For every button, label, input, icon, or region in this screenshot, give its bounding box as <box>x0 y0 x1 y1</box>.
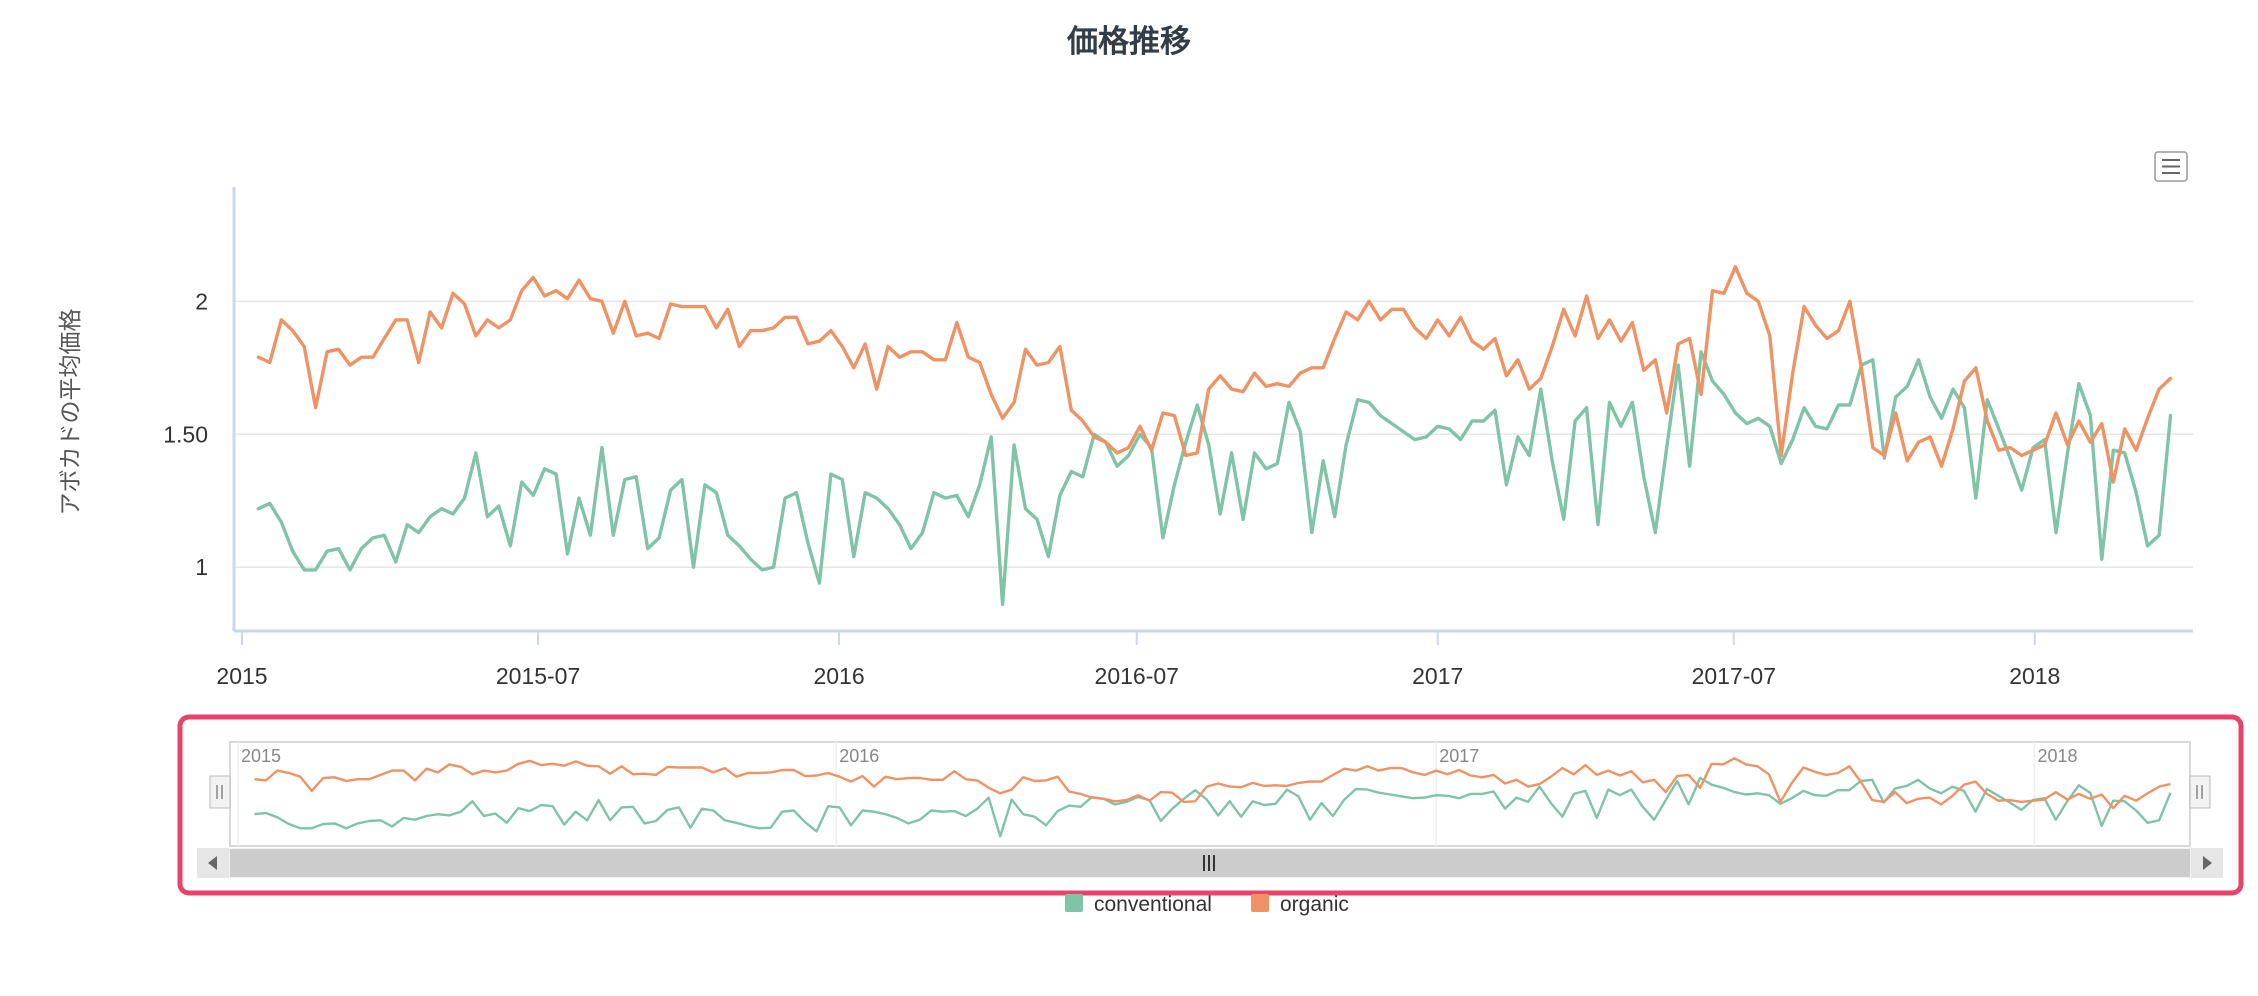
legend-item-conventional[interactable]: conventional <box>1065 893 1212 916</box>
navigator-tick-label: 2017 <box>1439 746 1479 766</box>
y-tick-label: 2 <box>195 288 208 314</box>
legend-swatch-conventional <box>1065 894 1083 912</box>
chart-title: 価格推移 <box>1066 24 1191 60</box>
chevron-right-icon <box>2203 856 2212 870</box>
chevron-left-icon <box>208 856 217 870</box>
legend-label-organic: organic <box>1280 893 1349 916</box>
legend-item-organic[interactable]: organic <box>1251 893 1349 916</box>
x-tick-label: 2016-07 <box>1095 663 1179 689</box>
navigator-ticks: 2015 2016 2017 2018 <box>237 742 2078 846</box>
gridlines <box>234 300 2193 568</box>
legend-label-conventional: conventional <box>1094 893 1212 916</box>
series-line-organic[interactable] <box>256 265 2173 484</box>
x-tick-label: 2017 <box>1412 663 1463 689</box>
scroll-left-button[interactable] <box>197 848 229 878</box>
scroll-right-button[interactable] <box>2191 848 2223 878</box>
navigator-line-organic <box>254 757 2171 810</box>
x-tick-label: 2015-07 <box>496 663 580 689</box>
x-axis-ticks: 2015 2015-07 2016 2016-07 2017 2017-07 2018 <box>216 631 2060 689</box>
navigator-line-conventional <box>254 776 2172 838</box>
x-tick-label: 2015 <box>216 663 267 689</box>
navigator-tick-label: 2016 <box>839 746 879 766</box>
series-line-conventional[interactable] <box>256 350 2173 607</box>
y-tick-label: 1 <box>195 554 208 580</box>
legend-swatch-organic <box>1251 894 1269 912</box>
navigator-tick-label: 2015 <box>241 746 281 766</box>
y-axis-ticks: 1 1.50 2 <box>163 288 208 580</box>
x-tick-label: 2016 <box>813 663 864 689</box>
context-menu-button[interactable] <box>2154 151 2188 182</box>
y-axis-label: アボカドの平均価格 <box>58 309 84 516</box>
scrollbar-grip-icon <box>1203 855 1215 871</box>
x-tick-label: 2017-07 <box>1692 663 1776 689</box>
legend: conventional organic <box>1065 893 1349 916</box>
scrollbar[interactable] <box>197 848 2223 878</box>
plot-series <box>256 265 2173 607</box>
hamburger-menu-icon <box>2162 159 2180 174</box>
navigator-handle-left[interactable] <box>209 775 231 809</box>
navigator-series <box>254 757 2172 838</box>
x-tick-label: 2018 <box>2009 663 2060 689</box>
navigator-highlight-frame <box>177 714 2244 896</box>
navigator-tick-label: 2018 <box>2037 746 2077 766</box>
navigator[interactable]: 2015 2016 2017 2018 <box>177 714 2244 896</box>
navigator-handle-right[interactable] <box>2189 775 2211 809</box>
y-tick-label: 1.50 <box>163 421 208 447</box>
